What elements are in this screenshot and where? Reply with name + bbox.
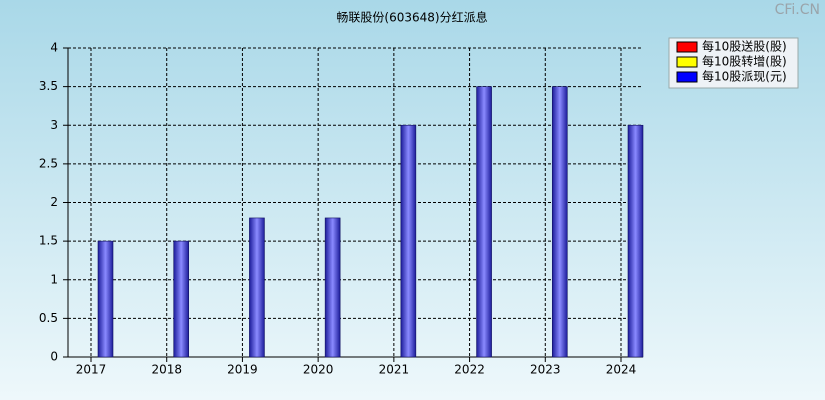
y-tick-label: 1.5 [39,234,58,248]
legend-swatch [676,56,698,68]
watermark: CFi.CN [775,2,820,18]
y-tick-label: 2 [50,195,58,209]
bar [173,240,190,358]
legend-label: 每10股送股(股) [702,39,787,54]
x-tick-label: 2023 [530,363,561,377]
bar [324,217,341,358]
bar [249,217,265,358]
bar [476,86,492,358]
legend-label: 每10股转增(股) [702,54,787,69]
x-tick-label: 2020 [303,363,334,377]
x-tick-label: 2019 [227,363,258,377]
x-tick-label: 2018 [151,363,182,377]
y-tick-label: 0.5 [39,311,58,325]
bar [627,124,644,358]
x-tick-label: 2021 [379,363,410,377]
y-tick-label: 3 [50,118,58,132]
y-tick-label: 1 [50,272,58,286]
bar [551,86,568,358]
y-tick-label: 4 [50,41,58,55]
bar [97,240,114,358]
y-tick-label: 3.5 [39,79,58,93]
legend-swatch [676,71,698,83]
x-tick-label: 2017 [76,363,107,377]
legend-swatch [676,41,698,53]
bar [400,124,417,358]
x-tick-label: 2024 [606,363,637,377]
y-tick-label: 0 [50,350,58,364]
y-tick-label: 2.5 [39,156,58,170]
x-tick-label: 2022 [454,363,485,377]
chart-title: 畅联股份(603648)分红派息 [336,10,487,25]
legend-label: 每10股派现(元) [702,69,787,84]
